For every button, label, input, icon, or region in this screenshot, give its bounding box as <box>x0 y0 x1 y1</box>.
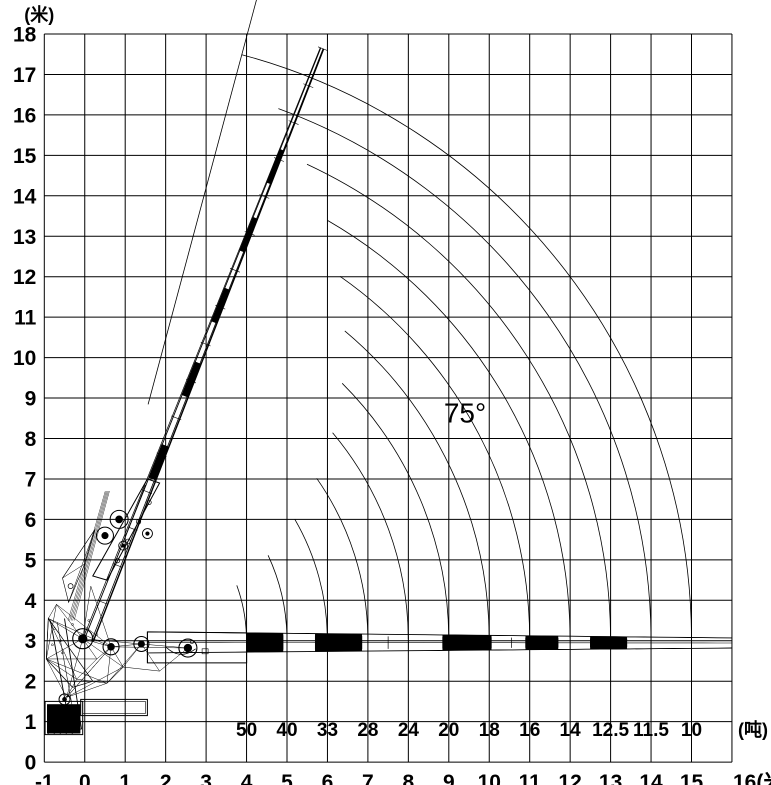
svg-text:5: 5 <box>25 549 37 572</box>
svg-text:40: 40 <box>276 720 297 741</box>
svg-text:14: 14 <box>13 185 37 208</box>
svg-text:6: 6 <box>25 509 37 532</box>
svg-text:1: 1 <box>119 771 131 785</box>
svg-text:4: 4 <box>25 590 37 613</box>
svg-text:28: 28 <box>357 720 378 741</box>
svg-text:3: 3 <box>200 771 212 785</box>
svg-text:16: 16 <box>13 104 36 127</box>
svg-text:24: 24 <box>398 720 420 741</box>
svg-text:13: 13 <box>13 226 36 249</box>
svg-text:11: 11 <box>519 771 542 785</box>
svg-text:4: 4 <box>241 771 253 785</box>
svg-text:14: 14 <box>560 720 582 741</box>
svg-text:15: 15 <box>13 145 37 168</box>
svg-text:2: 2 <box>25 671 37 694</box>
svg-text:75°: 75° <box>444 397 486 428</box>
svg-text:2: 2 <box>160 771 172 785</box>
svg-text:9: 9 <box>25 388 37 411</box>
svg-text:7: 7 <box>25 469 37 492</box>
svg-text:14: 14 <box>639 771 663 785</box>
svg-text:12: 12 <box>13 266 36 289</box>
svg-text:-1: -1 <box>35 771 54 785</box>
svg-text:(吨): (吨) <box>738 719 768 740</box>
svg-text:8: 8 <box>25 428 37 451</box>
svg-text:13: 13 <box>599 771 622 785</box>
svg-text:9: 9 <box>443 771 455 785</box>
svg-text:50: 50 <box>236 720 257 741</box>
svg-text:11: 11 <box>14 307 37 330</box>
svg-text:8: 8 <box>403 771 415 785</box>
svg-text:20: 20 <box>438 720 459 741</box>
svg-text:7: 7 <box>362 771 374 785</box>
svg-text:16(米): 16(米) <box>733 771 771 785</box>
svg-text:12: 12 <box>558 771 581 785</box>
svg-text:10: 10 <box>478 771 501 785</box>
svg-text:10: 10 <box>681 720 702 741</box>
svg-text:6: 6 <box>322 771 334 785</box>
svg-text:12.5: 12.5 <box>592 720 629 741</box>
svg-text:3: 3 <box>25 630 37 653</box>
svg-text:1: 1 <box>25 711 37 734</box>
svg-text:0: 0 <box>79 771 91 785</box>
svg-text:33: 33 <box>317 720 338 741</box>
svg-text:10: 10 <box>13 347 36 370</box>
svg-text:18: 18 <box>479 720 500 741</box>
svg-text:5: 5 <box>281 771 293 785</box>
svg-text:11.5: 11.5 <box>633 720 669 741</box>
svg-text:18: 18 <box>13 24 37 47</box>
svg-text:(米): (米) <box>24 4 54 25</box>
svg-text:17: 17 <box>13 64 36 87</box>
svg-text:15: 15 <box>680 771 704 785</box>
svg-text:16: 16 <box>519 720 540 741</box>
